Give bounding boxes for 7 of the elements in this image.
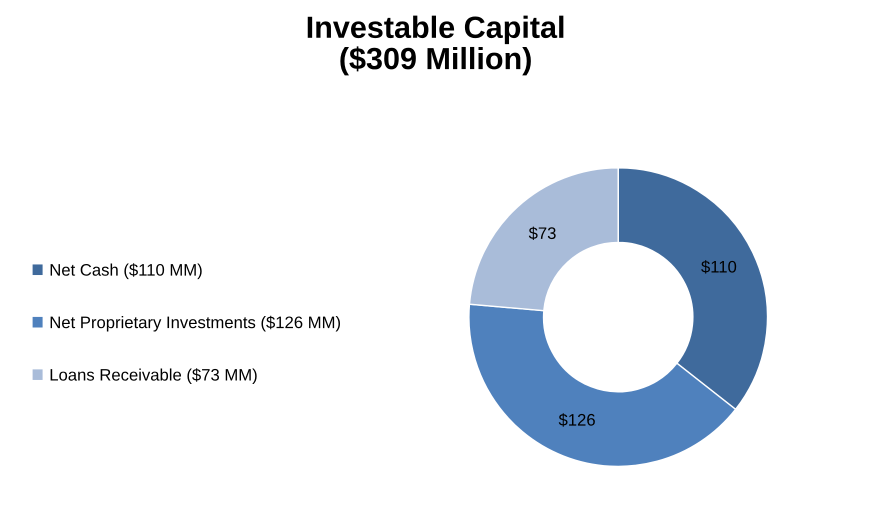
data-label: $126 [558, 413, 595, 427]
legend-label: Net Proprietary Investments ($126 MM) [50, 316, 340, 332]
data-label: $110 [701, 260, 736, 274]
legend-label: Net Cash ($110 MM) [50, 263, 202, 280]
chart-title: Investable Capital ($309 Million) [308, 16, 564, 76]
data-label: $73 [528, 226, 556, 240]
legend-label: Loans Receivable ($73 MM) [50, 368, 257, 384]
